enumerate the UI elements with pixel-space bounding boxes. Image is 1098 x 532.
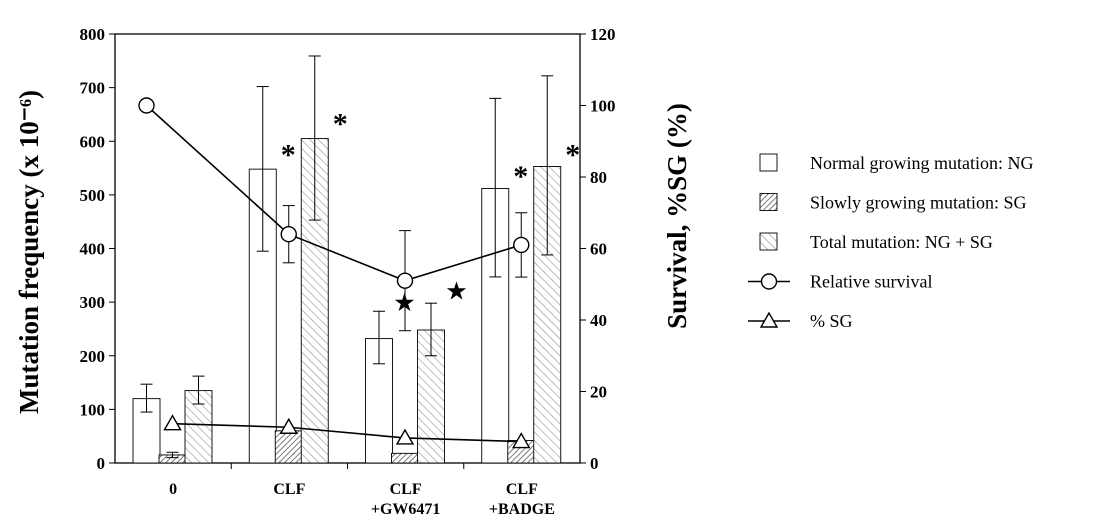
plot-area: 0 100 200 300 400 500 600 700 800 0 20 40 60 80 100 120… (80, 25, 616, 518)
y2-tick-label: 0 (590, 454, 599, 473)
circle-marker (280, 225, 297, 243)
legend: Normal growing mutation: NG Slowly growin… (748, 153, 1033, 331)
x-tick-label: CLF (506, 481, 538, 498)
y2-tick-label: 120 (590, 25, 616, 44)
bar (274, 430, 303, 464)
significance-asterisk: * (513, 160, 528, 193)
significance-star: ★ (447, 278, 467, 303)
legend-swatch (759, 153, 778, 172)
legend-label: % SG (810, 311, 853, 331)
triangle-marker (395, 428, 415, 445)
y2-tick-label: 40 (590, 311, 607, 330)
y2-tick-label: 80 (590, 168, 607, 187)
significance-star: ★ (395, 290, 415, 315)
legend-circle-marker (760, 273, 778, 290)
y-tick-label: 700 (80, 79, 106, 98)
triangle-marker (512, 432, 531, 449)
x-tick-label: 0 (169, 481, 177, 498)
y-tick-label: 300 (80, 293, 106, 312)
legend-label: Normal growing mutation: NG (810, 153, 1033, 173)
x-tick-label-line2: +BADGE (489, 501, 555, 518)
y-tick-label: 500 (80, 186, 106, 205)
x-tick-label: CLF (273, 481, 305, 498)
y-tick-label: 400 (80, 240, 106, 259)
y2-axis-title: Survival, %SG (%) (662, 103, 692, 329)
y-tick-label: 100 (80, 400, 106, 419)
bar (391, 452, 419, 464)
y-tick-label: 800 (80, 25, 106, 44)
circle-marker (513, 236, 530, 254)
triangle-marker (279, 417, 298, 434)
legend-label: Slowly growing mutation: SG (810, 193, 1027, 213)
y-tick-label: 600 (80, 132, 106, 151)
legend-label: Relative survival (810, 272, 932, 292)
legend-triangle-marker (759, 311, 779, 328)
y-tick-label: 200 (80, 347, 106, 366)
legend-swatch (759, 193, 778, 211)
y2-tick-label: 20 (590, 383, 607, 402)
y2-tick-label: 60 (590, 240, 607, 259)
y-axis-title: Mutation frequency (x 10⁻⁶) (14, 90, 44, 414)
circle-marker (138, 97, 155, 114)
significance-asterisk: * (565, 139, 580, 172)
legend-label: Total mutation: NG + SG (810, 232, 993, 252)
legend-swatch (759, 232, 778, 251)
line-triangle (172, 422, 522, 443)
y-tick-label: 0 (97, 454, 106, 473)
significance-asterisk: * (281, 139, 296, 172)
triangle-marker (163, 414, 182, 431)
x-tick-label-line2: +GW6471 (371, 501, 441, 518)
significance-asterisk: * (333, 108, 348, 141)
circle-marker (396, 272, 414, 289)
line-circle (145, 104, 522, 282)
y2-tick-label: 100 (590, 97, 616, 116)
x-tick-label: CLF (390, 481, 422, 498)
